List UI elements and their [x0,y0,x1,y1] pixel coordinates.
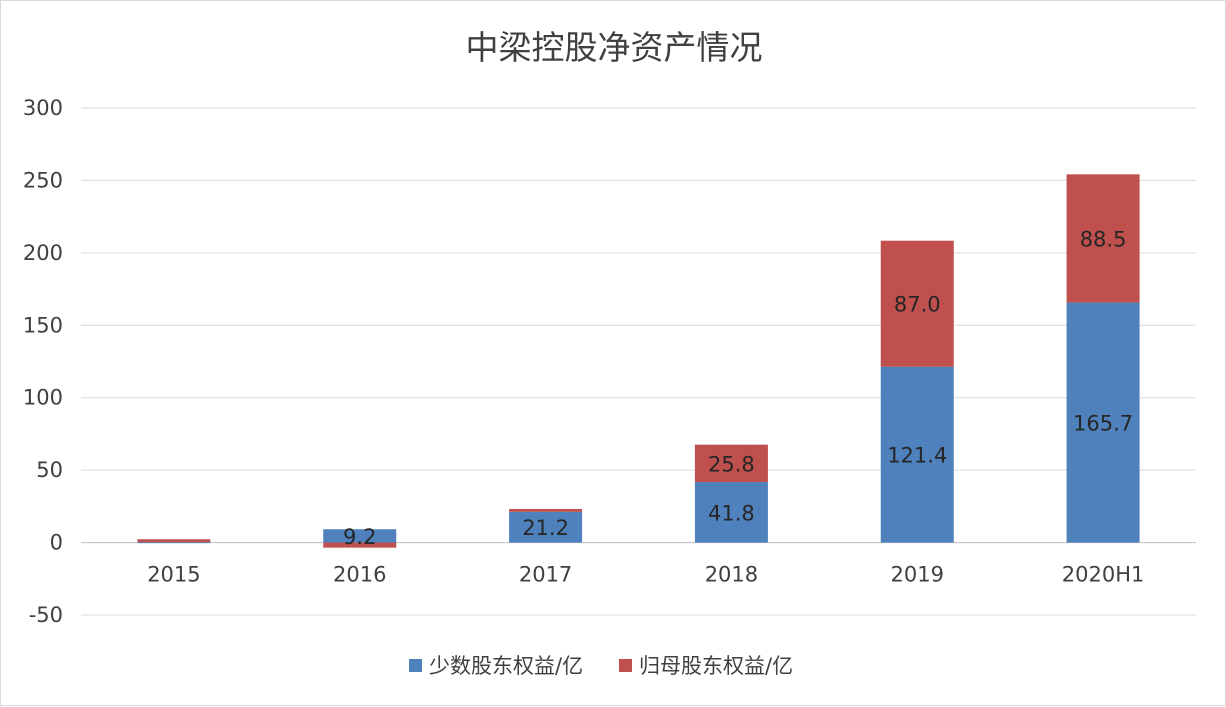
bar-minority-2015 [137,542,211,544]
data-label: 87.0 [894,293,941,317]
data-label: 25.8 [708,452,755,476]
y-tick-label: 100 [23,386,63,410]
bar-parent-2019 [880,240,954,367]
x-tick-label: 2017 [519,563,572,587]
data-label: 165.7 [1073,412,1133,436]
y-tick-label: 150 [23,313,63,337]
y-tick-label: 250 [23,168,63,192]
legend-swatch [409,659,422,672]
legend-label: 归母股东权益/亿 [639,654,793,678]
legend-swatch [619,659,632,672]
x-axis-ticks: 2015 2016 2017 2018 2019 2020H1 [147,563,1144,587]
bar-parent-2015 [137,539,211,543]
bar-minority-2020H1 [1066,302,1140,543]
y-tick-label: 200 [23,241,63,265]
y-tick-label: 0 [50,531,63,555]
x-tick-label: 2015 [147,563,200,587]
x-tick-label: 2016 [333,563,386,587]
bar-minority-2016 [323,529,397,543]
y-axis-ticks: -50 0 50 100 150 200 250 300 [23,96,63,627]
y-tick-label: 50 [36,458,63,482]
y-tick-label: -50 [29,603,63,627]
legend: 少数股东权益/亿 归母股东权益/亿 [409,654,793,678]
data-labels: 9.2 21.2 41.8 25.8 121.4 87.0 165.7 88.5 [343,227,1133,548]
x-tick-label: 2018 [705,563,758,587]
y-tick-label: 300 [23,96,63,120]
data-label: 21.2 [522,516,569,540]
x-tick-label: 2020H1 [1062,563,1145,587]
bar-parent-2018 [694,444,768,483]
bar-minority-2018 [694,482,768,543]
bar-minority-2017 [509,511,583,543]
data-label: 121.4 [887,444,947,468]
bar-parent-2017 [509,508,583,512]
data-label: 9.2 [343,525,376,549]
bar-minority-2019 [880,366,954,543]
chart-title: 中梁控股净资产情况 [466,28,763,67]
data-label: 88.5 [1080,227,1127,251]
gridlines [81,107,1196,616]
data-label: 41.8 [708,501,755,525]
bar-parent-2016 [323,542,397,548]
legend-label: 少数股东权益/亿 [429,654,583,678]
bars [137,174,1140,548]
bar-parent-2020H1 [1066,174,1140,303]
x-tick-label: 2019 [891,563,944,587]
